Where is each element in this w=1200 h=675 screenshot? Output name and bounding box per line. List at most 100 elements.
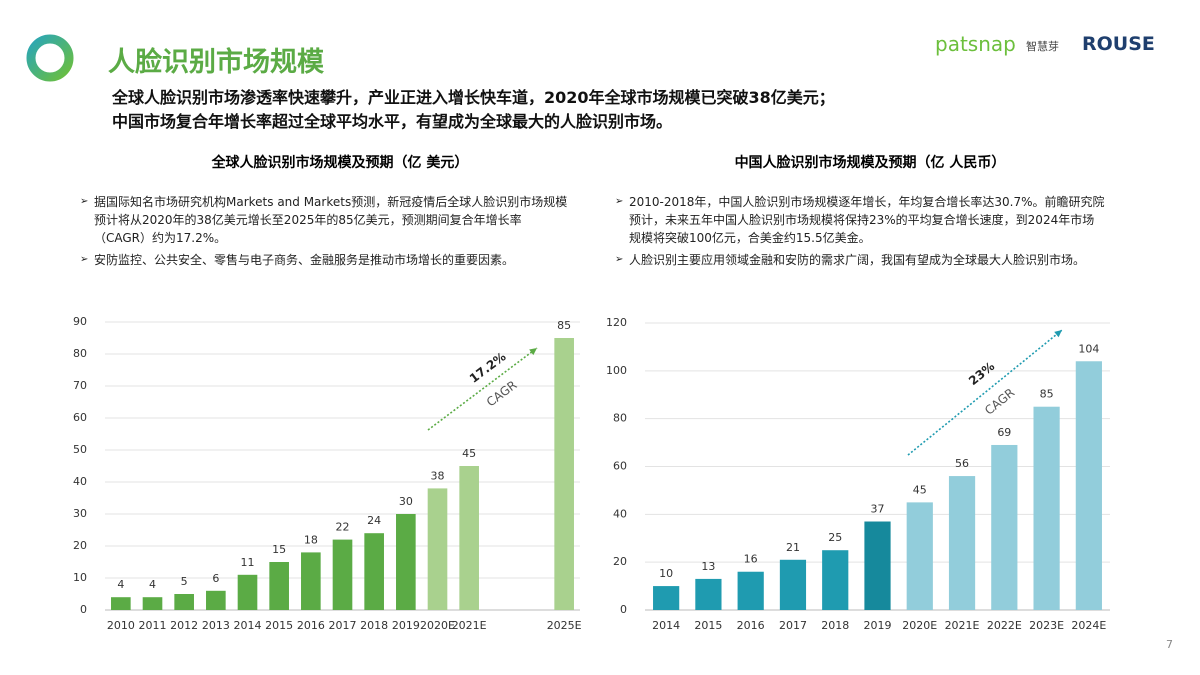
data-label: 10: [659, 567, 673, 580]
bar: [301, 552, 321, 610]
bar: [332, 539, 353, 610]
bar: [1033, 406, 1060, 610]
cagr-value: 23%: [966, 359, 997, 388]
bar: [864, 521, 891, 610]
chart-title: 中国人脸识别市场规模及预期（亿 人民币）: [734, 155, 1006, 171]
logo-patsnap-cn: 智慧芽: [1026, 40, 1059, 53]
bar: [779, 559, 807, 610]
x-tick-label: 2017: [329, 619, 357, 632]
y-tick-label: 70: [73, 379, 87, 392]
data-label: 6: [212, 572, 219, 585]
y-tick-label: 10: [73, 571, 87, 584]
cagr-arrowhead: [529, 348, 537, 356]
x-tick-label: 2022E: [987, 619, 1022, 632]
bar: [459, 466, 479, 610]
y-tick-label: 50: [73, 443, 87, 456]
y-tick-label: 60: [73, 411, 87, 424]
bar: [695, 578, 722, 610]
page-number: 7: [1166, 638, 1173, 651]
y-tick-label: 0: [620, 603, 627, 616]
x-tick-label: 2020E: [902, 619, 937, 632]
x-tick-label: 2016: [737, 619, 765, 632]
bar: [269, 562, 289, 610]
y-tick-label: 30: [73, 507, 87, 520]
y-tick-label: 20: [613, 555, 627, 568]
bullet: 2010-2018年，中国人脸识别市场规模逐年增长，年均复合增长率达30.7%。…: [615, 193, 1105, 247]
x-tick-label: 2019: [392, 619, 420, 632]
data-label: 5: [181, 575, 188, 588]
cagr-label: CAGR: [982, 385, 1017, 417]
x-tick-label: 2017: [779, 619, 807, 632]
bar: [237, 574, 258, 610]
bar: [906, 502, 933, 610]
subtitle: 全球人脸识别市场渗透率快速攀升，产业正进入增长快车道，2020年全球市场规模已突…: [112, 86, 835, 134]
cagr-arrow: [427, 347, 538, 431]
bar: [822, 550, 849, 610]
data-label: 104: [1078, 342, 1099, 355]
cagr-arrow: [907, 329, 1063, 456]
bullet: 人脸识别主要应用领域金融和安防的需求广阔，我国有望成为全球最大人脸识别市场。: [615, 251, 1105, 269]
data-label: 4: [117, 578, 124, 591]
bar: [206, 590, 226, 610]
x-tick-label: 2016: [297, 619, 325, 632]
bar: [991, 444, 1018, 610]
data-label: 22: [336, 521, 350, 534]
x-tick-label: 2020E: [420, 619, 455, 632]
data-label: 45: [462, 447, 476, 460]
x-tick-label: 2011: [139, 619, 167, 632]
bar: [427, 488, 448, 610]
y-tick-label: 20: [73, 539, 87, 552]
data-label: 69: [997, 426, 1011, 439]
y-tick-label: 60: [613, 460, 627, 473]
subtitle-line: 中国市场复合年增长率超过全球平均水平，有望成为全球最大的人脸识别市场。: [112, 112, 673, 131]
data-label: 25: [828, 531, 842, 544]
x-tick-label: 2019: [864, 619, 892, 632]
y-tick-label: 40: [73, 475, 87, 488]
data-label: 15: [272, 543, 286, 556]
y-tick-label: 80: [73, 347, 87, 360]
bar: [174, 594, 194, 610]
cagr-label: CAGR: [484, 378, 520, 410]
bar: [1075, 361, 1102, 610]
bullet: 据国际知名市场研究机构Markets and Markets预测，新冠疫情后全球…: [80, 193, 570, 247]
y-tick-label: 100: [606, 364, 627, 377]
x-tick-label: 2024E: [1071, 619, 1106, 632]
bar: [142, 597, 163, 610]
data-label: 45: [913, 483, 927, 496]
y-tick-label: 80: [613, 412, 627, 425]
bullets: 据国际知名市场研究机构Markets and Markets预测，新冠疫情后全球…: [80, 193, 570, 273]
subtitle-line: 全球人脸识别市场渗透率快速攀升，产业正进入增长快车道，2020年全球市场规模已突…: [112, 88, 835, 107]
x-tick-label: 2014: [652, 619, 680, 632]
x-tick-label: 2021E: [452, 619, 487, 632]
bar: [364, 533, 384, 610]
data-label: 85: [1040, 388, 1054, 401]
x-tick-label: 2012: [170, 619, 198, 632]
data-label: 37: [871, 503, 885, 516]
y-tick-label: 120: [606, 316, 627, 329]
y-tick-label: 90: [73, 315, 87, 328]
data-label: 56: [955, 457, 969, 470]
cagr-value: 17.2%: [467, 349, 509, 385]
data-label: 21: [786, 541, 800, 554]
bar: [396, 514, 416, 610]
y-tick-label: 40: [613, 507, 627, 520]
chart-title: 全球人脸识别市场规模及预期（亿 美元）: [211, 155, 469, 171]
x-tick-label: 2025E: [547, 619, 582, 632]
data-label: 13: [701, 560, 715, 573]
data-label: 30: [399, 495, 413, 508]
bar: [111, 597, 131, 610]
cagr-arrowhead: [1054, 330, 1062, 338]
x-tick-label: 2018: [821, 619, 849, 632]
data-label: 85: [557, 319, 571, 332]
logo-rouse: ROUSE: [1082, 33, 1155, 55]
x-tick-label: 2015: [265, 619, 293, 632]
bar: [948, 476, 976, 610]
data-label: 24: [367, 514, 381, 527]
data-label: 38: [431, 469, 445, 482]
x-tick-label: 2021E: [945, 619, 980, 632]
x-tick-label: 2023E: [1029, 619, 1064, 632]
x-tick-label: 2018: [360, 619, 388, 632]
data-label: 11: [241, 556, 255, 569]
bar: [737, 571, 764, 610]
